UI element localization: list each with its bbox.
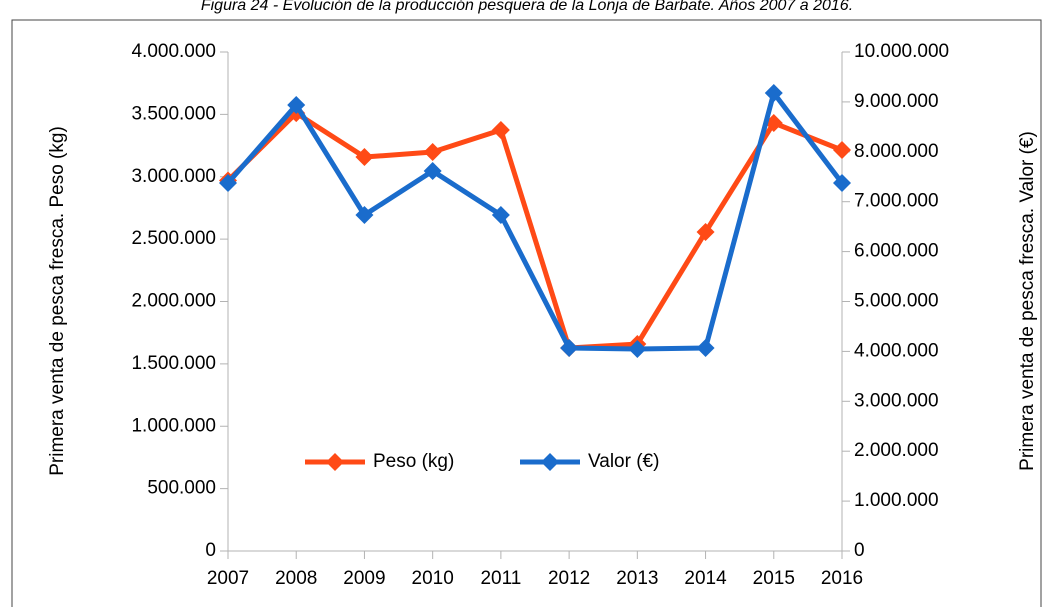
point [355,148,374,167]
y2-tick-label: 10.000.000 [854,41,949,62]
point [833,141,851,160]
y-tick-label: 1.000.000 [131,415,216,436]
y-tick-label: 3.500.000 [131,103,216,124]
x-tick-label: 2015 [753,568,795,589]
y-tick-label: 2.500.000 [131,228,216,249]
point [423,143,442,162]
y2-tick-label: 9.000.000 [854,91,939,112]
chart-title: Figura 24 - Evolución de la producción p… [201,0,853,14]
x-tick-label: 2012 [548,568,590,589]
point [491,120,510,139]
point [628,340,647,359]
y-tick-label: 4.000.000 [131,41,216,62]
x-tick-label: 2011 [480,568,521,589]
point [287,95,306,114]
legend-label: Valor (€) [588,451,659,472]
y-axis-label: Primera venta de pesca fresca. Peso (kg) [47,126,68,476]
x-tick-label: 2008 [275,568,317,589]
point [355,206,374,225]
y2-tick-label: 8.000.000 [854,141,939,162]
point [491,206,510,225]
y2-tick-label: 1.000.000 [854,490,939,511]
point [219,173,237,192]
y2-tick-label: 2.000.000 [854,440,939,461]
series-line [226,90,844,352]
y-tick-label: 3.000.000 [131,166,216,187]
legend-marker [541,453,559,471]
y2-tick-label: 0 [854,540,865,561]
y-tick-label: 500.000 [147,478,216,499]
y2-tick-label: 4.000.000 [854,340,939,361]
chart-frame [11,19,1042,607]
point [833,173,851,192]
y2-tick-label: 6.000.000 [854,241,939,262]
point [696,339,715,358]
point [696,223,715,242]
x-tick-label: 2013 [616,568,658,589]
y-tick-label: 2.000.000 [131,291,216,312]
legend-marker [326,453,344,471]
point [764,84,783,103]
series-line [226,110,843,351]
x-tick-label: 2016 [821,568,863,589]
y2-tick-label: 5.000.000 [854,291,939,312]
point [560,339,579,358]
y2-axis-label: Primera venta de pesca fresca. Valor (€) [1017,131,1038,471]
y-tick-label: 1.500.000 [131,353,216,374]
y2-tick-label: 7.000.000 [854,191,939,212]
x-tick-label: 2010 [412,568,454,589]
x-tick-label: 2014 [684,568,727,589]
y2-tick-label: 3.000.000 [854,390,939,411]
x-tick-label: 2007 [207,568,249,589]
x-tick-label: 2009 [343,568,385,589]
legend-label: Peso (kg) [373,451,454,472]
y-tick-label: 0 [205,540,216,561]
point [423,162,442,181]
